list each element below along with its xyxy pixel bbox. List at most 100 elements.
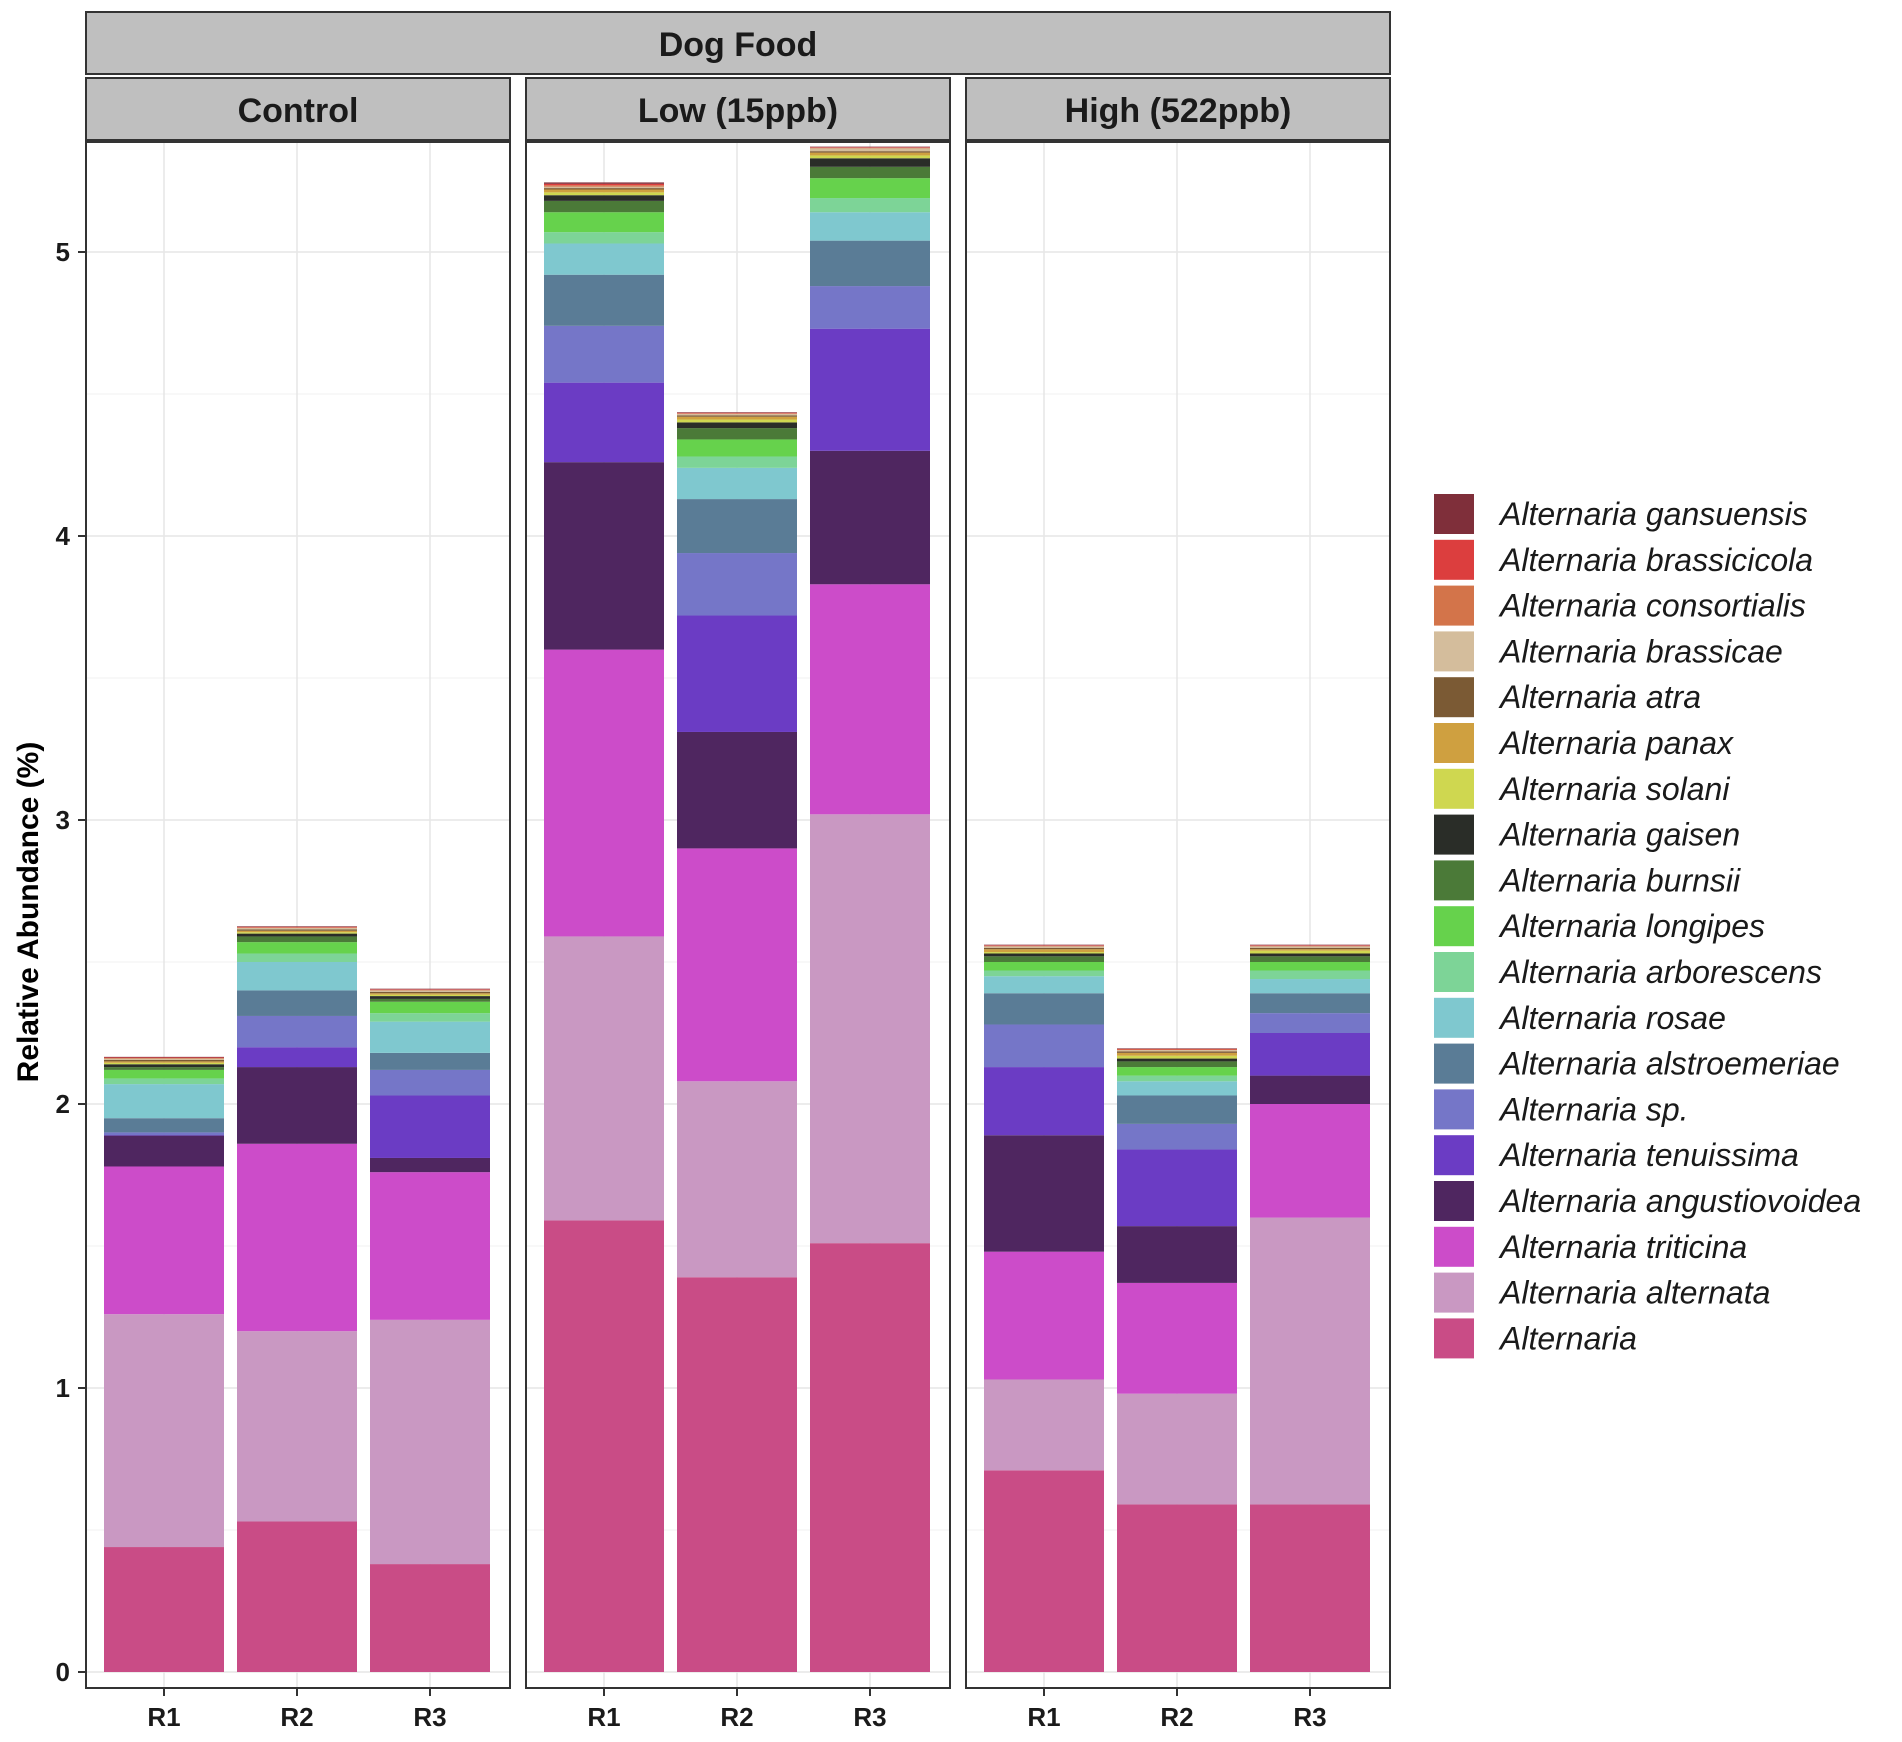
legend-label: Alternaria longipes bbox=[1498, 908, 1765, 944]
bar-segment-alternaria-panax bbox=[677, 416, 797, 420]
legend-label: Alternaria alternata bbox=[1498, 1275, 1770, 1311]
x-tick-label: R3 bbox=[1293, 1702, 1326, 1732]
bar-segment-alternaria-brassicae bbox=[677, 413, 797, 416]
bar-segment-alternaria-arborescens bbox=[984, 970, 1104, 977]
legend-label: Alternaria brassicae bbox=[1498, 633, 1783, 669]
bar-segment-alternaria-consortialis bbox=[1117, 1049, 1237, 1051]
facet-label: Control bbox=[238, 92, 359, 130]
legend-swatch bbox=[1434, 1043, 1474, 1084]
bar-segment-alternaria-brassicae bbox=[104, 1058, 224, 1060]
bar-segment-alternaria-panax bbox=[237, 930, 357, 933]
bar-segment-alternaria-alstroemeriae bbox=[810, 240, 930, 287]
bar-segment-alternaria-sp bbox=[810, 286, 930, 329]
legend-label: Alternaria angustiovoidea bbox=[1498, 1183, 1861, 1219]
legend-item-alternaria-alstroemeriae: Alternaria alstroemeriae bbox=[1434, 1043, 1840, 1084]
legend-swatch bbox=[1434, 952, 1474, 992]
bar-segment-alternaria-arborescens bbox=[544, 232, 664, 244]
bar-segment-alternaria-brassicae bbox=[544, 186, 664, 189]
bar-segment-alternaria-alternata bbox=[1117, 1393, 1237, 1505]
legend-item-alternaria-sp: Alternaria sp. bbox=[1434, 1089, 1689, 1130]
bar-segment-alternaria-brassicicola bbox=[677, 412, 797, 414]
legend-swatch bbox=[1434, 677, 1474, 718]
y-axis-title: Relative Abundance (%) bbox=[12, 742, 45, 1083]
bar-control-r1 bbox=[104, 1056, 224, 1672]
bar-segment-alternaria-longipes bbox=[984, 962, 1104, 971]
bar-segment-alternaria-atra bbox=[544, 188, 664, 190]
legend-item-alternaria-brassicicola: Alternaria brassicicola bbox=[1434, 539, 1813, 580]
legend-item-alternaria-panax: Alternaria panax bbox=[1434, 723, 1734, 763]
y-tick-label: 0 bbox=[56, 1657, 70, 1687]
bar-segment-alternaria-solani bbox=[237, 932, 357, 934]
title-strip-background bbox=[85, 11, 1391, 75]
bar-segment-alternaria-alstroemeriae bbox=[544, 274, 664, 326]
bar-segment-alternaria-sp bbox=[1117, 1123, 1237, 1150]
bar-low-15ppb-r2 bbox=[677, 412, 797, 1672]
legend-label: Alternaria bbox=[1498, 1320, 1637, 1356]
bar-low-15ppb-r1 bbox=[544, 182, 664, 1672]
bar-segment-alternaria-burnsii bbox=[370, 998, 490, 1002]
bar-segment-alternaria-consortialis bbox=[544, 185, 664, 187]
bar-segment-alternaria-solani bbox=[370, 994, 490, 997]
legend-swatch bbox=[1434, 1181, 1474, 1221]
bars-layer bbox=[104, 146, 1370, 1672]
bar-segment-alternaria-solani bbox=[104, 1062, 224, 1065]
bar-segment-alternaria-sp bbox=[104, 1132, 224, 1136]
bar-segment-alternaria-arborescens bbox=[1250, 970, 1370, 980]
bar-segment-alternaria-rosae bbox=[237, 962, 357, 991]
bar-segment-alternaria-longipes bbox=[1250, 962, 1370, 971]
bar-segment-alternaria-consortialis bbox=[237, 927, 357, 928]
bar-segment-alternaria-alstroemeriae bbox=[237, 990, 357, 1016]
bar-segment-alternaria-triticina bbox=[1117, 1282, 1237, 1394]
legend-swatch bbox=[1434, 585, 1474, 626]
bar-segment-alternaria-atra bbox=[677, 415, 797, 417]
y-tick-label: 1 bbox=[56, 1373, 70, 1403]
bar-segment-alternaria-gansuensis bbox=[544, 182, 664, 184]
bar-segment-alternaria-gaisen bbox=[104, 1064, 224, 1068]
bar-segment-alternaria-rosae bbox=[370, 1021, 490, 1053]
facet-strip-high-522ppb: High (522ppb) bbox=[965, 77, 1391, 141]
bar-segment-alternaria-gaisen bbox=[370, 996, 490, 999]
bar-segment-alternaria-rosae bbox=[984, 976, 1104, 994]
bar-segment-alternaria-angustiovoidea bbox=[1250, 1075, 1370, 1104]
legend-swatch bbox=[1434, 997, 1474, 1038]
legend-swatch bbox=[1434, 1226, 1474, 1267]
bar-segment-alternaria-rosae bbox=[677, 467, 797, 500]
bar-segment-alternaria-longipes bbox=[544, 212, 664, 233]
bar-segment-alternaria-arborescens bbox=[104, 1078, 224, 1085]
bar-segment-alternaria-alstroemeriae bbox=[1250, 993, 1370, 1014]
bar-segment-alternaria-longipes bbox=[370, 1001, 490, 1014]
legend-label: Alternaria atra bbox=[1498, 679, 1701, 715]
bar-segment-alternaria-gaisen bbox=[237, 933, 357, 937]
legend-label: Alternaria triticina bbox=[1498, 1229, 1747, 1265]
bar-segment-alternaria-triticina bbox=[237, 1143, 357, 1332]
bar-segment-alternaria bbox=[370, 1564, 490, 1672]
bar-segment-alternaria-solani bbox=[1117, 1055, 1237, 1059]
legend-swatch bbox=[1434, 814, 1474, 855]
legend-label: Alternaria brassicicola bbox=[1498, 542, 1813, 578]
bar-segment-alternaria-rosae bbox=[810, 212, 930, 241]
bar-segment-alternaria-longipes bbox=[1117, 1067, 1237, 1076]
bar-segment-alternaria-brassicicola bbox=[1250, 945, 1370, 946]
legend-label: Alternaria burnsii bbox=[1498, 862, 1741, 898]
y-tick-label: 4 bbox=[56, 521, 71, 551]
bar-segment-alternaria-gaisen bbox=[677, 422, 797, 429]
bar-segment-alternaria-solani bbox=[810, 155, 930, 159]
bar-segment-alternaria-consortialis bbox=[370, 989, 490, 991]
title-strip: Dog Food bbox=[85, 11, 1391, 75]
bar-segment-alternaria-tenuissima bbox=[370, 1095, 490, 1158]
bar-low-15ppb-r3 bbox=[810, 146, 930, 1672]
bar-segment-alternaria-alstroemeriae bbox=[677, 499, 797, 554]
bar-segment-alternaria-triticina bbox=[1250, 1104, 1370, 1218]
bar-segment-alternaria-brassicae bbox=[1117, 1050, 1237, 1052]
bar-segment-alternaria-atra bbox=[237, 929, 357, 931]
bar-segment-alternaria bbox=[544, 1220, 664, 1672]
bar-segment-alternaria-angustiovoidea bbox=[237, 1067, 357, 1144]
bar-segment-alternaria-brassicicola bbox=[237, 926, 357, 928]
bar-segment-alternaria-alstroemeriae bbox=[104, 1118, 224, 1133]
bar-segment-alternaria-sp bbox=[237, 1015, 357, 1048]
bar-segment-alternaria-angustiovoidea bbox=[810, 450, 930, 585]
legend-swatch bbox=[1434, 494, 1474, 534]
bar-segment-alternaria-angustiovoidea bbox=[544, 462, 664, 650]
bar-segment-alternaria-triticina bbox=[810, 584, 930, 815]
